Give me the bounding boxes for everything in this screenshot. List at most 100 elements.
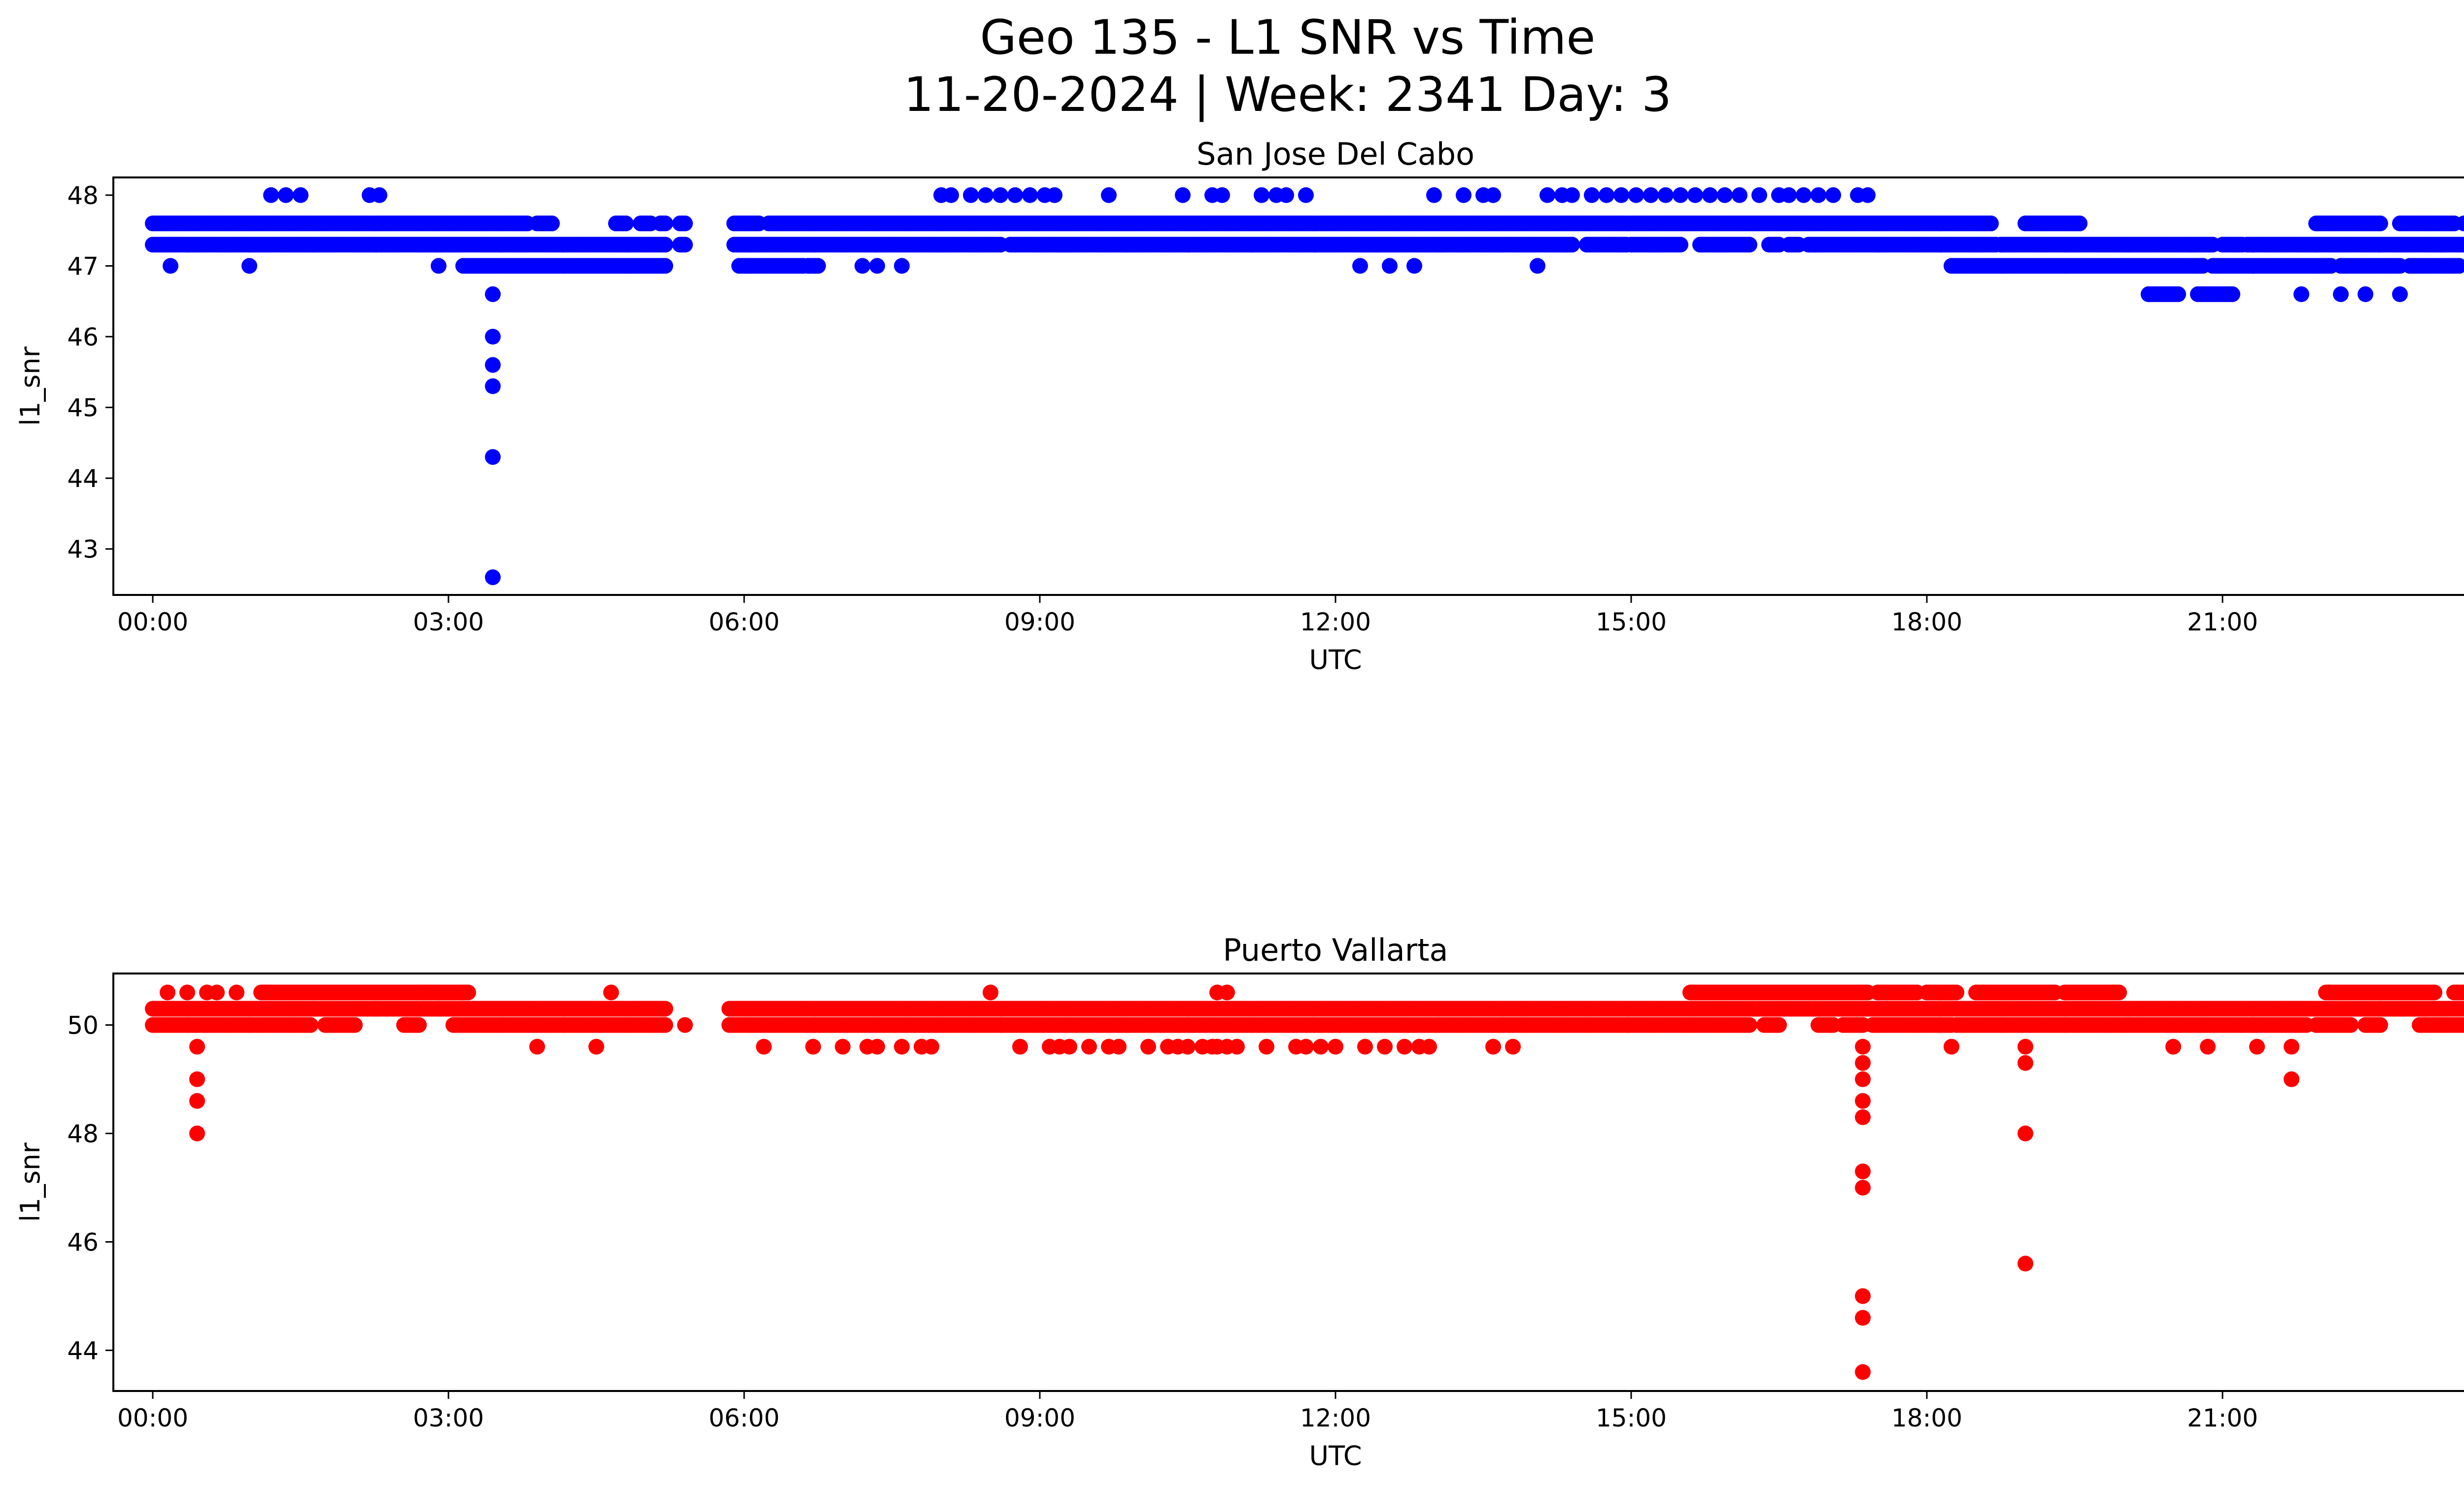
panel2-y-tick-label: 50	[67, 1011, 99, 1040]
panel2-point	[189, 1093, 205, 1109]
panel2-point	[1219, 984, 1235, 1001]
panel2-y-tick-label: 48	[67, 1120, 99, 1148]
panel2-x-tick-label: 03:00	[413, 1404, 484, 1432]
panel2-x-tick-label: 00:00	[117, 1404, 188, 1432]
panel2-y-tick-label: 44	[67, 1337, 99, 1365]
panel1-title: San Jose Del Cabo	[1197, 136, 1474, 172]
panel1-point	[1007, 187, 1023, 203]
panel1-point	[2392, 286, 2408, 302]
panel2-point	[1944, 1039, 1959, 1055]
panel1-x-tick-label: 00:00	[117, 608, 188, 636]
panel1-point	[1214, 187, 1230, 203]
panel2-point	[179, 984, 195, 1001]
panel1-point	[1101, 187, 1117, 203]
panel1-y-tick-label: 44	[67, 464, 99, 493]
panel1-point	[2141, 286, 2156, 302]
panel1-x-tick-label: 03:00	[413, 608, 484, 636]
panel1-point	[241, 258, 257, 274]
panel1-point	[1382, 258, 1398, 274]
panel1-point	[855, 258, 870, 274]
panel2-point	[2372, 1017, 2388, 1033]
panel2-point	[2018, 1039, 2033, 1055]
panel1-point	[1530, 258, 1545, 274]
panel1-point	[1781, 187, 1797, 203]
panel2-point	[2111, 984, 2127, 1001]
panel1-point	[943, 187, 959, 203]
panel2-point	[835, 1039, 851, 1055]
panel1-point	[1811, 187, 1826, 203]
panel1-point	[1825, 187, 1841, 203]
panel1-x-tick-label: 12:00	[1300, 608, 1371, 636]
panel2-point	[411, 1017, 427, 1033]
panel2-point	[2165, 1039, 2181, 1055]
panel2-point	[189, 1125, 205, 1142]
panel1-point	[657, 258, 673, 274]
panel2-point	[189, 1071, 205, 1087]
panel1-point	[1717, 187, 1733, 203]
panel1-point	[1456, 187, 1472, 203]
panel1-point	[618, 215, 634, 232]
panel2-point	[1180, 1039, 1196, 1055]
panel2-point	[529, 1039, 545, 1055]
panel2-point	[1298, 1039, 1314, 1055]
panel1-y-tick-label: 48	[67, 181, 99, 210]
panel1-y-tick-label: 46	[67, 323, 99, 351]
panel1-point	[163, 258, 178, 274]
panel1-x-axis-label: UTC	[1309, 644, 1362, 675]
figure-title-line2: 11-20-2024 | Week: 2341 Day: 3	[903, 67, 1672, 122]
panel1-point	[657, 215, 673, 232]
panel2-point	[209, 984, 225, 1001]
panel2-point	[2200, 1039, 2216, 1055]
panel1-point	[1673, 187, 1688, 203]
panel2-point	[677, 1017, 693, 1033]
panel2-point	[1771, 1017, 1787, 1033]
panel2-point	[983, 984, 998, 1001]
panel1-point	[263, 187, 279, 203]
panel1-point	[1278, 187, 1294, 203]
panel2-point	[1742, 1017, 1757, 1033]
panel2-point	[160, 984, 175, 1001]
panel2-point	[1421, 1039, 1437, 1055]
panel1-point	[1047, 187, 1062, 203]
panel1-point	[992, 187, 1008, 203]
panel1-point	[2072, 215, 2088, 232]
panel1-point	[963, 187, 979, 203]
panel2-point	[303, 1017, 318, 1033]
panel1-x-tick-label: 21:00	[2187, 608, 2258, 636]
panel2-point	[2461, 986, 2464, 999]
panel2-x-tick-label: 15:00	[1596, 1404, 1667, 1432]
panel1-point	[485, 449, 501, 465]
panel1-point	[978, 187, 993, 203]
panel1-point	[1175, 187, 1191, 203]
panel2-point	[1855, 1055, 1871, 1071]
panel2-y-tick-label: 46	[67, 1228, 99, 1257]
panel1-point	[1673, 237, 1688, 253]
panel1-point	[1687, 187, 1703, 203]
panel2-point	[2018, 1055, 2033, 1071]
panel1-point	[1599, 187, 1614, 203]
panel2-point	[1377, 1039, 1393, 1055]
panel2-point	[1855, 1180, 1871, 1196]
panel1-point	[2224, 286, 2240, 302]
panel1-point	[1613, 187, 1629, 203]
panel2-point	[924, 1039, 939, 1055]
panel2-point	[1111, 1039, 1127, 1055]
panel1-point	[2333, 286, 2349, 302]
panel2-x-axis-label: UTC	[1309, 1440, 1362, 1471]
panel2-x-tick-label: 21:00	[2187, 1404, 2258, 1432]
panel2-point	[1061, 1039, 1077, 1055]
panel1-point	[485, 357, 501, 373]
panel1-point	[657, 237, 673, 253]
panel1-y-tick-label: 47	[67, 252, 99, 280]
panel2-point	[2249, 1039, 2265, 1055]
panel1-point	[1643, 187, 1659, 203]
panel2-point	[431, 984, 446, 1001]
panel1-point	[677, 237, 693, 253]
panel1-point	[544, 215, 560, 232]
panel2-point	[1140, 1039, 1156, 1055]
panel1-point	[1584, 187, 1600, 203]
panel2-point	[894, 1039, 910, 1055]
figure-title: Geo 135 - L1 SNR vs Time 11-20-2024 | We…	[0, 9, 2464, 123]
panel2-point	[2018, 1255, 2033, 1272]
